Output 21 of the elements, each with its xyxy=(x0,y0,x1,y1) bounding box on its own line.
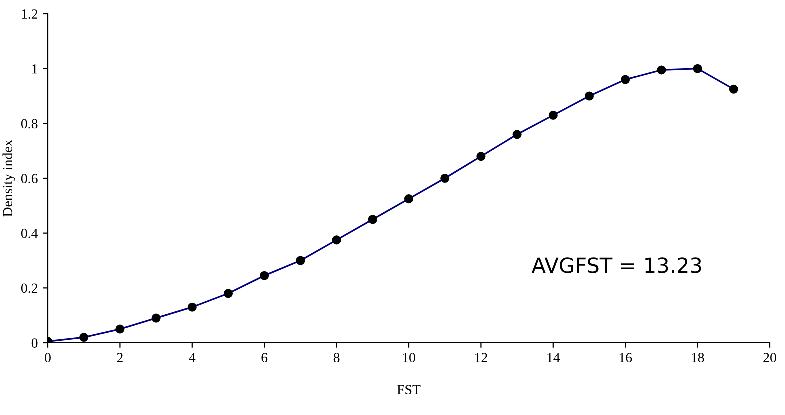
x-tick-label: 14 xyxy=(548,353,560,362)
x-tick-label: 12 xyxy=(475,353,488,362)
y-tick-label: 0.4 xyxy=(21,228,38,238)
y-tick-label: 1 xyxy=(32,64,38,74)
y-tick-label: 0.6 xyxy=(21,174,38,184)
y-tick-label: 0 xyxy=(32,338,38,348)
x-tick-label: 10 xyxy=(403,353,416,362)
x-tick-label: 6 xyxy=(262,353,268,362)
x-tick-label: 2 xyxy=(117,353,123,362)
annotation: AVGFST = 13.23 xyxy=(532,258,702,274)
x-tick-label: 4 xyxy=(189,353,196,362)
y-tick-label: 0.8 xyxy=(21,119,38,129)
x-axis-title: FST xyxy=(397,385,421,395)
x-tick-label: 18 xyxy=(692,353,704,362)
y-tick-label: 0.2 xyxy=(21,284,38,294)
y-axis-title: Density index xyxy=(2,140,16,217)
x-tick-label: 8 xyxy=(334,353,340,362)
x-tick-label: 0 xyxy=(45,353,51,362)
y-tick-label: 1.2 xyxy=(22,10,38,20)
x-tick-label: 16 xyxy=(620,353,632,362)
x-tick-label: 20 xyxy=(764,353,776,362)
